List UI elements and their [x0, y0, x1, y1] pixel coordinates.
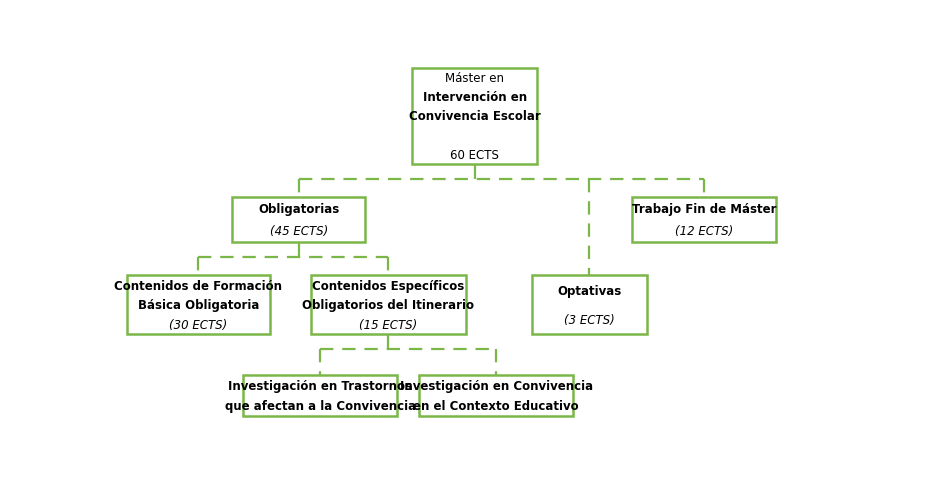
Text: Obligatorios del Itinerario: Obligatorios del Itinerario — [303, 299, 474, 312]
Text: (45 ECTS): (45 ECTS) — [269, 225, 328, 238]
Text: Obligatorias: Obligatorias — [258, 203, 339, 216]
Text: 60 ECTS: 60 ECTS — [450, 149, 499, 162]
Text: (3 ECTS): (3 ECTS) — [564, 313, 615, 326]
Text: Intervención en: Intervención en — [422, 91, 527, 104]
Text: que afectan a la Convivencia: que afectan a la Convivencia — [225, 399, 416, 412]
FancyBboxPatch shape — [311, 276, 466, 335]
Text: Contenidos de Formación: Contenidos de Formación — [114, 279, 282, 292]
FancyBboxPatch shape — [232, 198, 365, 242]
FancyBboxPatch shape — [412, 69, 537, 165]
Text: en el Contexto Educativo: en el Contexto Educativo — [413, 399, 579, 412]
FancyBboxPatch shape — [419, 375, 573, 416]
Text: Básica Obligatoria: Básica Obligatoria — [138, 299, 259, 312]
FancyBboxPatch shape — [127, 276, 270, 335]
Text: Convivencia Escolar: Convivencia Escolar — [408, 110, 541, 123]
Text: Trabajo Fin de Máster: Trabajo Fin de Máster — [632, 203, 777, 216]
Text: Contenidos Específicos: Contenidos Específicos — [312, 279, 465, 292]
FancyBboxPatch shape — [244, 375, 397, 416]
Text: Optativas: Optativas — [557, 284, 621, 297]
Text: (30 ECTS): (30 ECTS) — [169, 318, 228, 331]
FancyBboxPatch shape — [532, 276, 647, 335]
Text: Máster en: Máster en — [445, 72, 504, 85]
Text: (12 ECTS): (12 ECTS) — [675, 225, 733, 238]
Text: (15 ECTS): (15 ECTS) — [359, 318, 418, 331]
Text: Investigación en Convivencia: Investigación en Convivencia — [399, 379, 593, 392]
Text: Investigación en Trastornos: Investigación en Trastornos — [229, 379, 412, 392]
FancyBboxPatch shape — [632, 198, 776, 242]
